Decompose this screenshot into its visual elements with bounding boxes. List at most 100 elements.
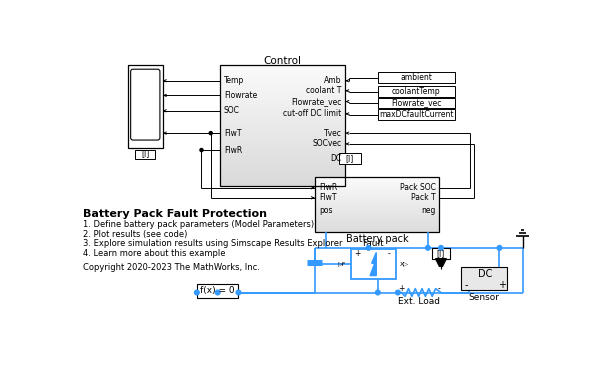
Text: SOC: SOC	[224, 106, 240, 115]
Bar	[315, 181, 440, 182]
Bar	[220, 185, 345, 186]
Circle shape	[209, 131, 212, 135]
Bar	[220, 157, 345, 158]
Bar	[220, 79, 345, 80]
Bar	[315, 228, 440, 229]
Bar	[220, 159, 345, 160]
Bar	[220, 106, 345, 107]
Bar	[220, 182, 345, 183]
Bar	[315, 206, 440, 207]
Bar	[220, 65, 345, 66]
Bar	[220, 152, 345, 153]
Circle shape	[396, 290, 400, 295]
Bar	[220, 96, 345, 97]
Bar	[220, 128, 345, 129]
Bar	[220, 71, 345, 72]
Bar	[220, 171, 345, 172]
Bar	[220, 167, 345, 168]
Circle shape	[497, 246, 502, 250]
Bar	[220, 155, 345, 156]
Text: Temp: Temp	[224, 76, 244, 85]
Bar	[220, 173, 345, 174]
Bar	[220, 93, 345, 94]
Bar	[315, 205, 440, 206]
Text: FlwT: FlwT	[319, 193, 337, 202]
Bar	[315, 223, 440, 224]
Bar	[220, 104, 345, 105]
Text: [I]: [I]	[141, 149, 150, 158]
Text: FlwT: FlwT	[224, 128, 241, 138]
Bar	[220, 98, 345, 99]
Bar	[220, 69, 345, 70]
Circle shape	[426, 246, 430, 250]
Bar	[220, 179, 345, 180]
Bar	[220, 67, 345, 68]
Bar	[220, 144, 345, 145]
Bar	[220, 154, 345, 155]
Bar	[220, 76, 345, 77]
Bar	[220, 87, 345, 88]
Bar	[220, 162, 345, 163]
Bar	[197, 284, 238, 298]
Text: 3. Explore simulation results using Simscape Results Explorer: 3. Explore simulation results using Sims…	[83, 239, 342, 248]
Bar	[220, 112, 345, 113]
Bar	[315, 201, 440, 203]
Bar	[378, 98, 455, 108]
Bar	[315, 179, 440, 180]
Bar	[220, 156, 345, 157]
Bar	[315, 207, 440, 208]
Bar	[315, 183, 440, 184]
Bar	[220, 122, 345, 123]
Bar	[220, 172, 345, 173]
Bar	[220, 99, 345, 100]
Bar	[220, 127, 345, 128]
Circle shape	[376, 290, 380, 295]
Text: +: +	[498, 280, 506, 290]
Bar	[315, 193, 440, 194]
Bar	[315, 212, 440, 213]
Text: Tvec: Tvec	[323, 128, 342, 138]
Bar	[315, 190, 440, 191]
Bar	[315, 225, 440, 226]
Bar	[220, 176, 345, 177]
Bar	[315, 178, 440, 179]
Text: maxDCfaultCurrent: maxDCfaultCurrent	[379, 110, 454, 119]
Bar	[220, 143, 345, 144]
Bar	[315, 182, 440, 183]
Bar	[220, 141, 345, 142]
Text: FlwR: FlwR	[319, 183, 337, 192]
Bar	[315, 221, 440, 222]
Circle shape	[366, 246, 371, 250]
Bar	[220, 158, 345, 159]
Bar	[220, 118, 345, 119]
Bar	[220, 163, 345, 164]
Bar	[220, 65, 345, 186]
Bar	[220, 111, 345, 112]
Bar	[220, 101, 345, 102]
Bar	[220, 146, 345, 147]
Bar	[315, 211, 440, 212]
Bar	[220, 72, 345, 73]
Text: cut-off DC limit: cut-off DC limit	[283, 110, 342, 118]
FancyBboxPatch shape	[131, 69, 160, 140]
Bar	[220, 102, 345, 103]
Circle shape	[195, 290, 199, 295]
Text: -: -	[465, 280, 468, 290]
Bar	[315, 226, 440, 227]
Text: pos: pos	[319, 205, 333, 215]
Bar	[220, 136, 345, 137]
Bar	[220, 83, 345, 84]
Bar	[315, 199, 440, 200]
Bar	[315, 177, 440, 178]
Bar	[220, 117, 345, 118]
Text: Battery pack: Battery pack	[346, 234, 409, 243]
Bar	[220, 68, 345, 69]
Bar	[220, 135, 345, 136]
Bar	[315, 189, 440, 190]
Bar	[220, 169, 345, 170]
Bar	[315, 229, 440, 230]
Bar	[220, 81, 345, 82]
Bar	[339, 153, 361, 164]
Bar	[315, 177, 440, 233]
Bar	[220, 133, 345, 134]
